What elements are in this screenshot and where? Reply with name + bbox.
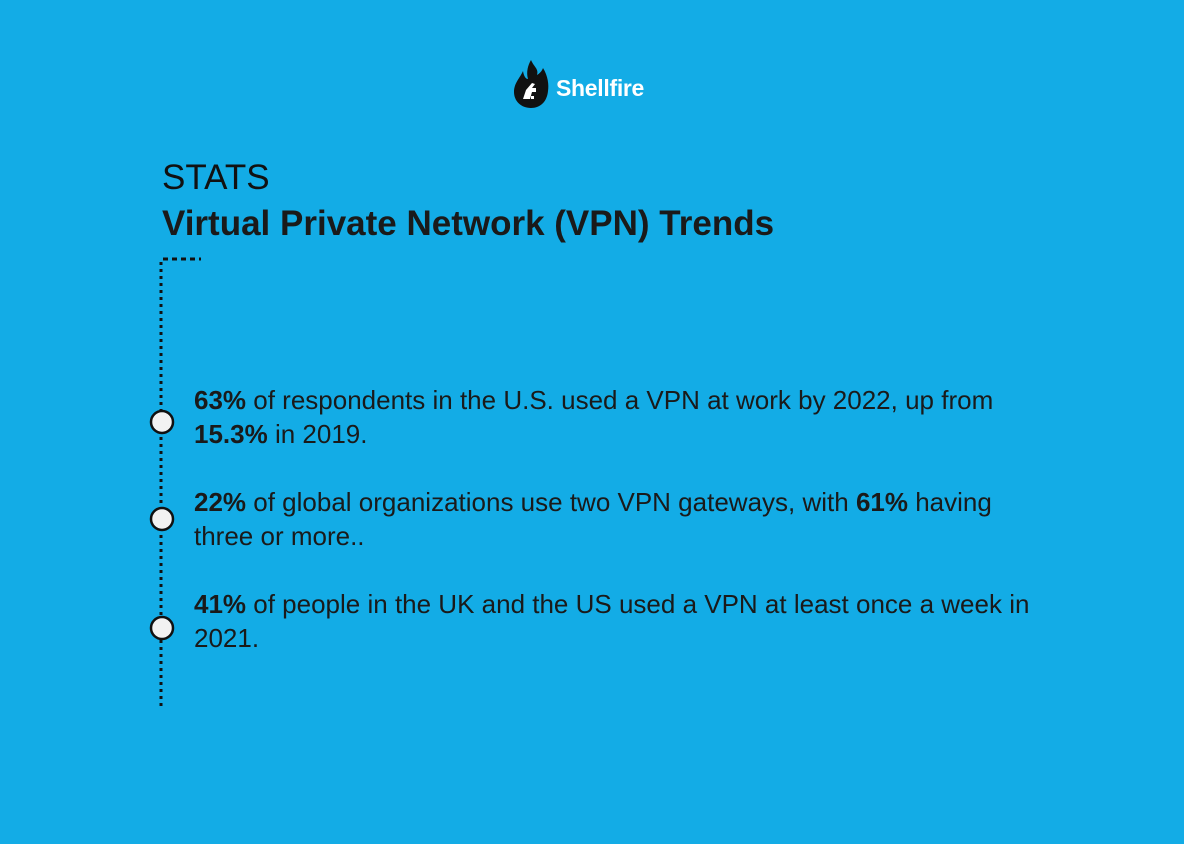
stat-text: of respondents in the U.S. used a VPN at…	[246, 385, 994, 415]
stat-highlight: 63%	[194, 385, 247, 415]
stat-highlight: 41%	[194, 589, 247, 619]
timeline-node	[149, 409, 175, 435]
stat-highlight: 61%	[855, 487, 908, 517]
section-kicker: STATS	[162, 158, 270, 197]
flame-logo-icon	[514, 60, 549, 108]
page-title: Virtual Private Network (VPN) Trends	[162, 204, 775, 243]
brand-name: Shellfire	[556, 74, 645, 101]
stat-text: having three or more..	[194, 487, 992, 551]
stat-text: of people in the UK and the US used a VP…	[194, 589, 1030, 653]
stat-item: 63% of respondents in the U.S. used a VP…	[194, 383, 1034, 451]
timeline-node	[149, 615, 175, 641]
stat-item: 41% of people in the UK and the US used …	[194, 587, 1034, 655]
stat-highlight: 15.3%	[194, 419, 268, 449]
brand-logo: Shellfire	[512, 58, 644, 110]
stat-item: 22% of global organizations use two VPN …	[194, 485, 1034, 553]
stat-text: of global organizations use two VPN gate…	[246, 487, 856, 517]
stat-highlight: 22%	[194, 487, 247, 517]
stat-text: in 2019.	[267, 419, 368, 449]
timeline-node	[149, 506, 175, 532]
